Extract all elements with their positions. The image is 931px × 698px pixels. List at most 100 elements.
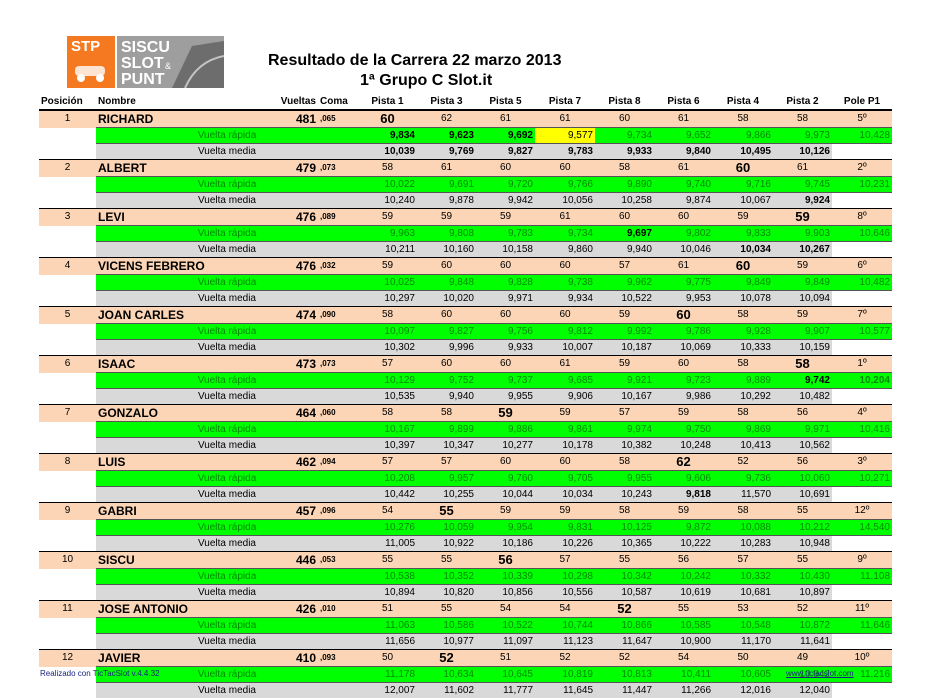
avg-lap-time: 11,170 <box>713 634 773 650</box>
pole-position-cell: 8º <box>832 209 892 226</box>
fast-lap-label: Vuelta rápida <box>96 275 358 291</box>
avg-lap-time: 10,413 <box>713 438 773 454</box>
fast-lap-time: 9,954 <box>476 520 535 536</box>
avg-lap-time: 10,691 <box>773 487 832 503</box>
spacer-cell <box>39 618 96 634</box>
fast-lap-label: Vuelta rápida <box>96 520 358 536</box>
pole-position-cell: 4º <box>832 405 892 422</box>
avg-lap-time: 10,522 <box>595 291 654 307</box>
fast-lap-time: 9,734 <box>595 128 654 144</box>
fast-lap-time: 10,022 <box>358 177 417 193</box>
avg-lap-time: 10,255 <box>417 487 476 503</box>
avg-lap-time: 10,397 <box>358 438 417 454</box>
driver-name: ISAAC <box>96 356 236 373</box>
empty-cell <box>832 193 892 209</box>
laps-fraction: ,093 <box>318 650 358 667</box>
track-laps-cell: 61 <box>535 110 595 128</box>
track-laps-cell: 52 <box>595 601 654 618</box>
fast-lap-time: 9,849 <box>713 275 773 291</box>
pole-position-cell: 11º <box>832 601 892 618</box>
pole-position-cell: 6º <box>832 258 892 275</box>
track-laps-cell: 59 <box>713 209 773 226</box>
fast-lap-label: Vuelta rápida <box>96 569 358 585</box>
header-posicion: Posición <box>39 94 96 110</box>
spacer-cell <box>39 520 96 536</box>
track-laps-cell: 60 <box>417 307 476 324</box>
fast-lap-time: 9,957 <box>417 471 476 487</box>
header-pole-p1: Pole P1 <box>832 94 892 110</box>
pole-lap-time: 11,108 <box>832 569 892 585</box>
track-laps-cell: 59 <box>535 405 595 422</box>
avg-lap-time: 10,243 <box>595 487 654 503</box>
avg-lap-time: 9,996 <box>417 340 476 356</box>
fast-lap-time: 9,802 <box>654 226 713 242</box>
spacer-cell <box>39 585 96 601</box>
avg-lap-label: Vuelta media <box>96 487 358 503</box>
track-laps-cell: 56 <box>773 454 832 471</box>
laps-fraction: ,089 <box>318 209 358 226</box>
fast-lap-time: 9,907 <box>773 324 832 340</box>
track-laps-cell: 55 <box>358 552 417 569</box>
avg-lap-time: 11,123 <box>535 634 595 650</box>
report-title: Resultado de la Carrera 22 marzo 2013 <box>268 52 561 70</box>
laps-fraction: ,010 <box>318 601 358 618</box>
fast-lap-time: 10,025 <box>358 275 417 291</box>
header-row: Posición Nombre Vueltas Coma Pista 1 Pis… <box>39 94 892 110</box>
empty-cell <box>832 438 892 454</box>
fast-lap-time: 9,752 <box>417 373 476 389</box>
track-laps-cell: 60 <box>535 307 595 324</box>
avg-lap-time: 10,078 <box>713 291 773 307</box>
pole-position-cell: 1º <box>832 356 892 373</box>
avg-lap-time: 10,067 <box>713 193 773 209</box>
pole-position-cell: 3º <box>832 454 892 471</box>
avg-lap-time: 10,094 <box>773 291 832 307</box>
position-cell: 6 <box>39 356 96 373</box>
fast-lap-time: 9,720 <box>476 177 535 193</box>
laps-count: 426 <box>236 601 318 618</box>
fast-lap-time: 9,866 <box>713 128 773 144</box>
spacer-cell <box>39 422 96 438</box>
track-laps-cell: 50 <box>713 650 773 667</box>
track-laps-cell: 58 <box>773 110 832 128</box>
fast-lap-time: 9,775 <box>654 275 713 291</box>
track-laps-cell: 58 <box>773 356 832 373</box>
track-laps-cell: 51 <box>358 601 417 618</box>
track-laps-cell: 55 <box>654 601 713 618</box>
fast-lap-time: 9,974 <box>595 422 654 438</box>
position-cell: 10 <box>39 552 96 569</box>
avg-lap-time: 10,556 <box>535 585 595 601</box>
fast-lap-time: 10,352 <box>417 569 476 585</box>
track-laps-cell: 58 <box>713 110 773 128</box>
laps-fraction: ,032 <box>318 258 358 275</box>
avg-lap-time: 10,248 <box>654 438 713 454</box>
track-laps-cell: 52 <box>595 650 654 667</box>
track-laps-cell: 60 <box>654 209 713 226</box>
avg-lap-time: 10,186 <box>476 536 535 552</box>
fast-lap-time: 9,738 <box>535 275 595 291</box>
avg-lap-time: 9,933 <box>476 340 535 356</box>
fast-lap-time: 9,889 <box>713 373 773 389</box>
avg-lap-time: 10,297 <box>358 291 417 307</box>
track-laps-cell: 61 <box>535 356 595 373</box>
track-laps-cell: 58 <box>595 503 654 520</box>
empty-cell <box>832 585 892 601</box>
footer-link[interactable]: www.tictacslot.com <box>786 669 854 678</box>
avg-lap-time: 9,924 <box>773 193 832 209</box>
avg-lap-label: Vuelta media <box>96 144 358 160</box>
spacer-cell <box>39 128 96 144</box>
fast-lap-time: 9,963 <box>358 226 417 242</box>
fast-lap-time: 10,167 <box>358 422 417 438</box>
fast-lap-time: 10,872 <box>773 618 832 634</box>
fast-lap-time: 9,652 <box>654 128 713 144</box>
empty-cell <box>832 242 892 258</box>
svg-text:&: & <box>165 61 171 71</box>
fast-lap-time: 10,586 <box>417 618 476 634</box>
avg-lap-label: Vuelta media <box>96 340 358 356</box>
fast-lap-time: 10,411 <box>654 667 713 683</box>
